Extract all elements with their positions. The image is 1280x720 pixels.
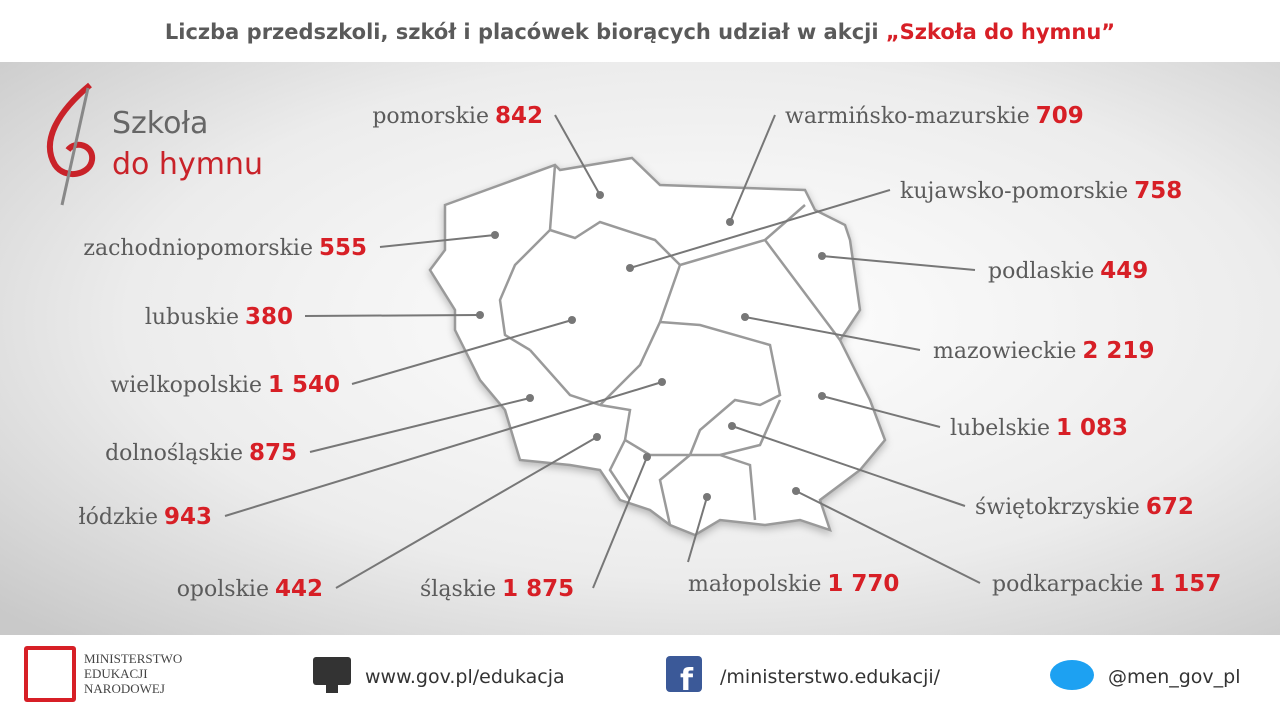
leader-line xyxy=(351,319,573,385)
region-dot xyxy=(643,453,651,461)
region-label: lubelskie 1 083 xyxy=(950,415,1128,441)
region-label: podlaskie 449 xyxy=(988,258,1148,284)
region-dot xyxy=(476,311,484,319)
region-name: łódzkie xyxy=(79,505,158,530)
leader-line xyxy=(729,114,776,223)
region-count: 875 xyxy=(249,440,297,466)
region-name: dolnośląskie xyxy=(105,441,243,466)
region-name: kujawsko-pomorskie xyxy=(900,179,1128,204)
region-dot xyxy=(526,394,534,402)
region-label: wielkopolskie 1 540 xyxy=(110,372,340,398)
leader-line xyxy=(795,490,981,584)
region-label: lubuskie 380 xyxy=(145,304,293,330)
title-highlight: „Szkoła do hymnu” xyxy=(886,20,1115,44)
region-name: śląskie xyxy=(420,577,496,602)
region-count: 442 xyxy=(275,576,323,602)
region-dot xyxy=(728,422,736,430)
region-name: warmińsko-mazurskie xyxy=(785,104,1030,129)
region-name: pomorskie xyxy=(372,104,489,129)
ministry-line: NARODOWEJ xyxy=(84,681,165,696)
region-name: wielkopolskie xyxy=(110,373,262,398)
title-text: Liczba przedszkoli, szkół i placówek bio… xyxy=(165,20,879,44)
leader-line xyxy=(304,314,481,317)
region-count: 380 xyxy=(245,304,293,330)
header-band xyxy=(0,0,1280,62)
region-dot xyxy=(568,316,576,324)
logo-line1: Szkoła xyxy=(112,106,208,141)
region-name: zachodniopomorskie xyxy=(83,236,313,261)
region-count: 709 xyxy=(1036,103,1084,129)
region-label: zachodniopomorskie 555 xyxy=(83,235,367,261)
ministry-line: EDUKACJI xyxy=(84,666,148,681)
svg-text:f: f xyxy=(680,663,694,698)
leader-line xyxy=(379,234,496,248)
ministry-line: MINISTERSTWO xyxy=(84,651,182,666)
region-count: 842 xyxy=(495,103,543,129)
region-dot xyxy=(491,231,499,239)
region-name: małopolskie xyxy=(688,572,821,597)
region-count: 2 219 xyxy=(1082,338,1154,364)
region-dot xyxy=(726,218,734,226)
poland-map xyxy=(428,156,887,537)
region-label: opolskie 442 xyxy=(177,576,323,602)
region-label: dolnośląskie 875 xyxy=(105,440,297,466)
region-count: 1 083 xyxy=(1056,415,1128,441)
region-label: pomorskie 842 xyxy=(372,103,543,129)
facebook-link[interactable]: /ministerstwo.edukacji/ xyxy=(720,666,941,688)
leader-line xyxy=(629,189,891,269)
region-count: 555 xyxy=(319,235,367,261)
leader-line xyxy=(821,255,976,271)
leader-line xyxy=(744,316,921,351)
region-count: 1 770 xyxy=(827,571,899,597)
region-label: małopolskie 1 770 xyxy=(688,571,899,597)
region-count: 758 xyxy=(1134,178,1182,204)
website-link[interactable]: www.gov.pl/edukacja xyxy=(365,666,565,688)
region-count: 1 157 xyxy=(1149,571,1221,597)
region-dot xyxy=(818,252,826,260)
region-name: świętokrzyskie xyxy=(975,495,1140,520)
region-name: mazowieckie xyxy=(933,339,1076,364)
region-name: podkarpackie xyxy=(992,572,1143,597)
leader-line xyxy=(554,114,601,196)
leader-line xyxy=(687,496,708,563)
region-label: śląskie 1 875 xyxy=(420,576,574,602)
region-count: 672 xyxy=(1146,494,1194,520)
region-label: warmińsko-mazurskie 709 xyxy=(785,103,1084,129)
logo: Szkoła do hymnu xyxy=(47,82,263,206)
leader-line xyxy=(592,456,648,589)
leader-line xyxy=(224,381,663,517)
region-count: 1 875 xyxy=(502,576,574,602)
region-dot xyxy=(703,493,711,501)
footer: MINISTERSTWO EDUKACJI NARODOWEJ www.gov.… xyxy=(24,646,1241,702)
logo-line2: do hymnu xyxy=(112,147,263,182)
region-name: opolskie xyxy=(177,577,269,602)
region-dot xyxy=(818,392,826,400)
region-count: 943 xyxy=(164,504,212,530)
region-label: łódzkie 943 xyxy=(79,504,212,530)
region-dot xyxy=(658,378,666,386)
region-label: mazowieckie 2 219 xyxy=(933,338,1154,364)
leader-line xyxy=(731,425,966,507)
region-dot xyxy=(596,191,604,199)
title: Liczba przedszkoli, szkół i placówek bio… xyxy=(165,20,1115,44)
region-dot xyxy=(593,433,601,441)
region-label: świętokrzyskie 672 xyxy=(975,494,1194,520)
region-label: podkarpackie 1 157 xyxy=(992,571,1221,597)
region-name: lubelskie xyxy=(950,416,1050,441)
region-label: kujawsko-pomorskie 758 xyxy=(900,178,1182,204)
region-name: lubuskie xyxy=(145,305,239,330)
twitter-link[interactable]: @men_gov_pl xyxy=(1108,666,1241,688)
region-dot xyxy=(626,264,634,272)
region-count: 1 540 xyxy=(268,372,340,398)
leader-line xyxy=(335,436,598,589)
region-name: podlaskie xyxy=(988,259,1094,284)
leader-line xyxy=(309,397,531,453)
region-dot xyxy=(792,487,800,495)
region-dot xyxy=(741,313,749,321)
region-count: 449 xyxy=(1100,258,1148,284)
leader-line xyxy=(821,395,941,428)
